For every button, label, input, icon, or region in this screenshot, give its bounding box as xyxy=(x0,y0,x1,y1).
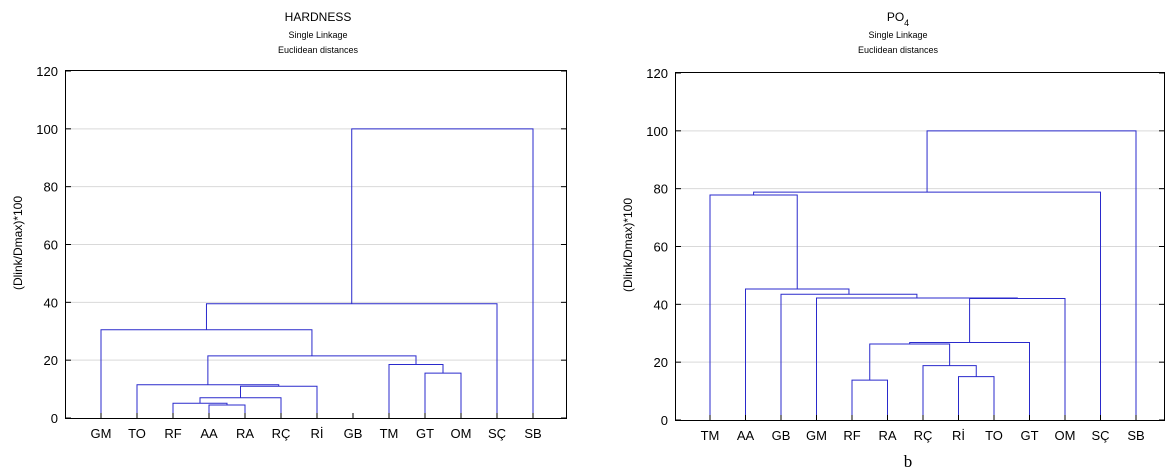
dendrogram-link xyxy=(199,397,282,418)
dendrogram-link xyxy=(753,191,1101,420)
dendrogram-link xyxy=(922,365,977,420)
y-tick-label: 80 xyxy=(44,180,58,195)
leaf-label: GM xyxy=(806,428,827,443)
chart-subtitle-line-2: Euclidean distances xyxy=(278,45,359,55)
leaf-label: Rİ xyxy=(952,428,965,443)
y-tick-label: 60 xyxy=(654,240,668,255)
leaf-label: TM xyxy=(701,428,720,443)
dendrogram-link xyxy=(100,329,313,418)
chart-subtitle-line-1: Single Linkage xyxy=(868,30,927,40)
leaf-label: OM xyxy=(1055,428,1076,443)
y-axis-label: (Dlink/Dmax)*100 xyxy=(11,196,25,290)
leaf-label: SÇ xyxy=(1091,428,1109,443)
y-tick-label: 120 xyxy=(36,64,58,79)
leaf-label: RF xyxy=(843,428,860,443)
dendrogram-link xyxy=(172,402,228,418)
grid-lines xyxy=(676,130,1164,363)
y-tick-label: 40 xyxy=(654,297,668,312)
y-tick-label: 120 xyxy=(646,66,668,81)
dendrogram-link xyxy=(969,298,1066,420)
plot-frame xyxy=(675,72,1165,421)
dendrogram-link xyxy=(851,379,888,420)
dendrogram-link xyxy=(745,288,850,420)
leaf-label: SB xyxy=(524,426,541,441)
leaf-label: GT xyxy=(416,426,434,441)
y-tick-label: 100 xyxy=(36,122,58,137)
leaf-label: RÇ xyxy=(914,428,933,443)
chart-title: PO4 xyxy=(887,10,909,28)
chart-hardness: HARDNESS Single Linkage Euclidean distan… xyxy=(11,10,567,441)
leaf-label: SÇ xyxy=(488,426,506,441)
y-axis-label: (Dlink/Dmax)*100 xyxy=(621,198,635,292)
dendrogram-link xyxy=(926,130,1137,420)
y-tick-label: 40 xyxy=(44,295,58,310)
dendrogram-links xyxy=(709,130,1137,420)
leaf-label: GM xyxy=(91,426,112,441)
y-tick-label: 20 xyxy=(44,353,58,368)
leaf-label: GT xyxy=(1020,428,1038,443)
y-tick-label: 60 xyxy=(44,238,58,253)
dendrogram-link xyxy=(208,404,246,418)
y-tick-label: 100 xyxy=(646,124,668,139)
dendrogram-link xyxy=(958,376,995,420)
chart-subtitle-line-2: Euclidean distances xyxy=(858,45,939,55)
leaf-label: AA xyxy=(200,426,218,441)
leaf-label: RA xyxy=(236,426,254,441)
dendrogram-link xyxy=(909,342,1030,420)
dendrogram-link xyxy=(424,372,462,418)
leaf-label: RA xyxy=(878,428,896,443)
y-axis-ticks: 0 20 40 60 80 100 120 xyxy=(36,64,566,426)
y-tick-label: 20 xyxy=(654,355,668,370)
leaf-label: RÇ xyxy=(272,426,291,441)
leaf-label: TM xyxy=(380,426,399,441)
dendrogram-link xyxy=(351,128,534,418)
leaf-label: RF xyxy=(164,426,181,441)
dendrogram-link xyxy=(388,364,444,418)
leaf-label: TO xyxy=(128,426,146,441)
dendrogram-link xyxy=(205,303,498,418)
chart-subtitle-line-1: Single Linkage xyxy=(288,30,347,40)
leaf-labels: GM TO RF AA RA RÇ Rİ GB TM GT OM SÇ SB xyxy=(91,413,542,441)
leaf-label: Rİ xyxy=(311,426,324,441)
leaf-labels: TM AA GB GM RF RA RÇ Rİ TO GT OM SÇ SB xyxy=(701,415,1145,443)
dendrogram-links xyxy=(100,128,534,418)
chart-title: HARDNESS xyxy=(285,10,352,24)
leaf-label: GB xyxy=(344,426,363,441)
leaf-label: GB xyxy=(772,428,791,443)
leaf-label: SB xyxy=(1127,428,1144,443)
dendrogram-link xyxy=(816,297,1018,420)
y-tick-label: 0 xyxy=(661,413,668,428)
leaf-label: OM xyxy=(451,426,472,441)
y-tick-label: 0 xyxy=(51,411,58,426)
plot-frame xyxy=(65,70,567,419)
chart-po4: PO4 Single Linkage Euclidean distances (… xyxy=(621,10,1165,471)
leaf-label: AA xyxy=(737,428,755,443)
grid-lines xyxy=(66,128,566,361)
y-tick-label: 80 xyxy=(654,182,668,197)
dendrogram-link xyxy=(709,194,798,420)
dendrogram-link xyxy=(136,384,280,418)
y-axis-ticks: 0 20 40 60 80 100 120 xyxy=(646,66,1164,428)
dendrogram-link xyxy=(240,385,318,418)
leaf-label: TO xyxy=(985,428,1003,443)
panel-label: b xyxy=(904,452,913,471)
dendrogram-link xyxy=(780,293,918,420)
